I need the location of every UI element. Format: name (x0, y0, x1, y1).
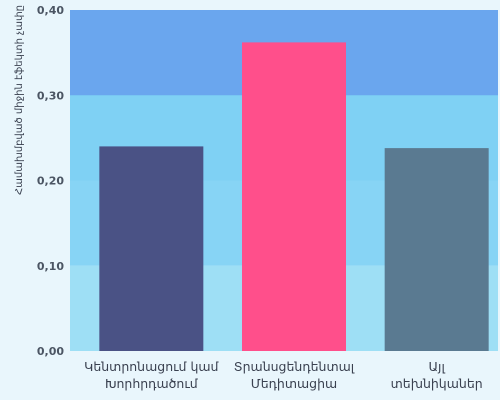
x-category-label: Այլ տեխնիկաներ (391, 359, 483, 391)
y-tick-label: 0,10 (37, 260, 64, 273)
y-tick-label: 0,30 (37, 89, 64, 102)
y-tick-label: 0,40 (37, 4, 64, 17)
bar (99, 146, 204, 351)
y-tick-label: 0,00 (37, 345, 64, 358)
y-axis-ticks: 0,00 0,10 0,20 0,30 0,40 (37, 4, 64, 358)
x-category-label: Կենտրոնացում կամ Խորհրդածում (84, 359, 219, 391)
x-category-label: Տրանսցենդենտալ Մեդիտացիա (234, 359, 355, 391)
y-axis-title: Համախմբված միջին էֆեկտի չափը (14, 5, 25, 195)
bars (99, 42, 489, 352)
bar (384, 148, 489, 351)
y-tick-label: 0,20 (37, 175, 64, 188)
x-axis-labels: Կենտրոնացում կամ Խորհրդածում Տրանսցենդենտա… (84, 359, 483, 391)
bar (242, 42, 346, 352)
